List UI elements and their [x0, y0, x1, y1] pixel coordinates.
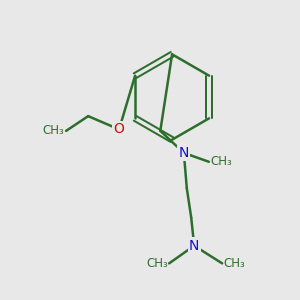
Text: O: O: [114, 122, 124, 136]
Text: CH₃: CH₃: [224, 257, 245, 270]
Text: CH₃: CH₃: [43, 124, 64, 137]
Text: CH₃: CH₃: [146, 257, 168, 270]
Text: N: N: [189, 239, 200, 253]
Text: CH₃: CH₃: [210, 155, 232, 168]
Text: N: N: [179, 146, 189, 160]
